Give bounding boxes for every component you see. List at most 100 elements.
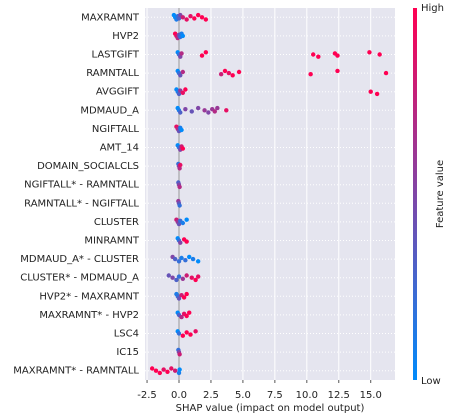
point bbox=[149, 366, 155, 371]
point bbox=[212, 109, 217, 114]
y-tick-label: MAXRAMNT* - RAMNTALL bbox=[13, 366, 139, 377]
colorbar-label: Feature value bbox=[435, 160, 446, 228]
point bbox=[195, 105, 201, 111]
point bbox=[180, 333, 186, 338]
point bbox=[178, 240, 183, 245]
point bbox=[161, 367, 166, 372]
point bbox=[190, 256, 196, 262]
point bbox=[174, 277, 179, 283]
point bbox=[183, 258, 188, 263]
point bbox=[335, 53, 340, 58]
point bbox=[180, 90, 186, 96]
point bbox=[180, 69, 186, 75]
point bbox=[192, 16, 197, 21]
point bbox=[199, 15, 205, 20]
point bbox=[178, 73, 183, 78]
y-tick-label: MDMAUD_A* - CLUSTER bbox=[20, 254, 139, 265]
x-tick-label: 12.5 bbox=[328, 390, 350, 401]
point bbox=[230, 73, 235, 78]
point bbox=[226, 70, 232, 76]
point bbox=[184, 330, 189, 335]
point bbox=[179, 51, 184, 56]
y-tick-label: DOMAIN_SOCIALCLS bbox=[37, 161, 139, 172]
point bbox=[177, 367, 182, 372]
point bbox=[184, 17, 189, 22]
y-tick-label: NGIFTALL* - RAMNTALL bbox=[24, 180, 139, 191]
point bbox=[172, 256, 178, 262]
point bbox=[169, 366, 174, 371]
y-tick-label: AVGGIFT bbox=[96, 87, 140, 98]
point bbox=[178, 162, 183, 168]
point bbox=[188, 14, 193, 19]
point bbox=[179, 127, 184, 133]
colorbar bbox=[413, 8, 417, 380]
y-tick-label: CLUSTER* - MDMAUD_A bbox=[20, 273, 139, 284]
point bbox=[176, 91, 182, 97]
point bbox=[187, 310, 192, 315]
y-tick-label: MAXRAMNT bbox=[81, 12, 140, 23]
point bbox=[222, 68, 228, 74]
point bbox=[177, 352, 182, 357]
point bbox=[202, 108, 207, 113]
point bbox=[180, 276, 186, 281]
x-tick-label: 0.0 bbox=[171, 390, 187, 401]
point bbox=[187, 254, 192, 260]
point bbox=[184, 291, 189, 297]
point bbox=[181, 295, 187, 300]
point bbox=[177, 184, 182, 190]
point bbox=[180, 146, 186, 151]
point bbox=[177, 166, 182, 171]
point bbox=[179, 255, 184, 261]
point bbox=[172, 368, 178, 373]
point bbox=[195, 259, 201, 264]
point bbox=[176, 296, 182, 301]
colorbar-high: High bbox=[421, 3, 444, 14]
point bbox=[176, 16, 182, 21]
point bbox=[176, 221, 182, 227]
plot-area bbox=[145, 8, 395, 380]
point bbox=[218, 72, 224, 77]
point bbox=[165, 369, 170, 374]
point bbox=[374, 91, 380, 97]
x-tick-label: 7.5 bbox=[267, 390, 283, 401]
point bbox=[195, 12, 201, 18]
point bbox=[203, 50, 209, 55]
point bbox=[184, 273, 189, 278]
point bbox=[377, 52, 382, 57]
point bbox=[188, 332, 193, 337]
y-tick-label: MDMAUD_A bbox=[80, 105, 139, 116]
point bbox=[224, 108, 229, 113]
point bbox=[184, 217, 189, 222]
point bbox=[189, 109, 194, 114]
point bbox=[180, 220, 186, 226]
point bbox=[215, 105, 220, 111]
y-tick-label: HVP2* - MAXRAMNT bbox=[39, 291, 140, 302]
point bbox=[308, 72, 313, 77]
x-tick-label: 10.0 bbox=[296, 390, 318, 401]
point bbox=[183, 87, 188, 92]
point bbox=[180, 33, 186, 39]
x-axis-label: SHAP value (impact on model output) bbox=[176, 403, 365, 414]
x-tick-label: 2.5 bbox=[203, 390, 219, 401]
y-tick-label: AMT_14 bbox=[100, 143, 139, 154]
point bbox=[176, 370, 182, 376]
y-tick-label: MINRAMNT bbox=[84, 236, 140, 247]
point bbox=[193, 329, 198, 334]
point bbox=[180, 15, 186, 20]
y-tick-label: LSC4 bbox=[114, 329, 139, 340]
point bbox=[184, 239, 189, 244]
point bbox=[236, 69, 242, 75]
point bbox=[157, 370, 163, 376]
point bbox=[166, 273, 171, 278]
y-tick-label: LASTGIFT bbox=[92, 50, 140, 61]
point bbox=[189, 275, 194, 280]
point bbox=[170, 275, 175, 280]
point bbox=[383, 70, 389, 76]
point bbox=[203, 17, 209, 22]
point bbox=[184, 313, 189, 319]
y-tick-label: RAMNTALL* - NGIFTALL bbox=[24, 198, 139, 209]
point bbox=[176, 331, 182, 336]
point bbox=[368, 89, 373, 94]
y-tick-label: CLUSTER bbox=[94, 217, 139, 228]
